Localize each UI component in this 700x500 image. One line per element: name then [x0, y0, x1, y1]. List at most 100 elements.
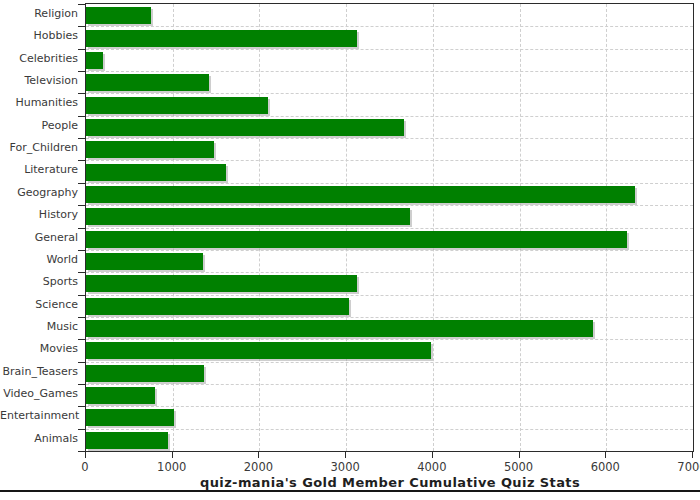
horizontal-gridline: [86, 406, 693, 407]
horizontal-gridline: [86, 362, 693, 363]
bar-video_games: [86, 387, 155, 404]
horizontal-gridline: [86, 26, 693, 27]
bar-science: [86, 298, 349, 315]
x-axis-tick: [172, 452, 173, 458]
quiz-stats-bar-chart: ReligionHobbiesCelebritiesTelevisionHuma…: [0, 0, 700, 500]
y-axis-tick: [78, 429, 85, 430]
bar-geography: [86, 186, 635, 203]
y-label-hobbies: Hobbies: [0, 25, 78, 47]
bar-religion: [86, 7, 151, 24]
y-axis-tick: [78, 339, 85, 340]
y-axis-tick: [78, 228, 85, 229]
horizontal-gridline: [86, 429, 693, 430]
y-axis-tick: [78, 160, 85, 161]
y-label-music: Music: [0, 316, 78, 338]
x-axis-tick: [519, 452, 520, 458]
bar-hobbies: [86, 30, 357, 47]
horizontal-gridline: [86, 71, 693, 72]
y-axis-tick: [78, 116, 85, 117]
y-label-animals: Animals: [0, 428, 78, 450]
horizontal-gridline: [86, 49, 693, 50]
horizontal-gridline: [86, 384, 693, 385]
y-axis-tick: [78, 138, 85, 139]
y-axis-tick: [78, 71, 85, 72]
y-axis-tick: [78, 205, 85, 206]
bottom-divider: [0, 490, 700, 492]
x-axis-tick: [85, 452, 86, 458]
y-label-video_games: Video_Games: [0, 383, 78, 405]
bar-sports: [86, 275, 357, 292]
x-label-2000: 2000: [244, 460, 273, 474]
y-label-brain_teasers: Brain_Teasers: [0, 361, 78, 383]
y-axis-tick: [78, 26, 85, 27]
bar-brain_teasers: [86, 365, 204, 382]
horizontal-gridline: [86, 228, 693, 229]
horizontal-gridline: [86, 272, 693, 273]
bar-entertainment: [86, 409, 174, 426]
bar-television: [86, 74, 209, 91]
y-axis-tick: [78, 384, 85, 385]
horizontal-gridline: [86, 183, 693, 184]
y-label-science: Science: [0, 294, 78, 316]
x-label-3000: 3000: [331, 460, 360, 474]
horizontal-gridline: [86, 317, 693, 318]
y-axis-tick: [78, 317, 85, 318]
bar-people: [86, 119, 404, 136]
horizontal-gridline: [86, 205, 693, 206]
bar-music: [86, 320, 593, 337]
x-axis-tick: [345, 452, 346, 458]
y-label-entertainment: Entertainment: [0, 405, 78, 427]
horizontal-gridline: [86, 116, 693, 117]
bar-history: [86, 208, 410, 225]
horizontal-gridline: [86, 160, 693, 161]
y-label-television: Television: [0, 70, 78, 92]
chart-title: quiz-mania's Gold Member Cumulative Quiz…: [200, 475, 580, 490]
y-label-movies: Movies: [0, 338, 78, 360]
bar-literature: [86, 164, 226, 181]
y-label-general: General: [0, 227, 78, 249]
x-label-5000: 5000: [504, 460, 533, 474]
y-label-world: World: [0, 249, 78, 271]
bar-general: [86, 231, 627, 248]
y-axis-tick: [78, 406, 85, 407]
x-label-0: 0: [81, 460, 88, 474]
plot-area: [85, 3, 694, 452]
y-label-sports: Sports: [0, 271, 78, 293]
y-label-humanities: Humanities: [0, 92, 78, 114]
y-label-history: History: [0, 204, 78, 226]
horizontal-gridline: [86, 295, 693, 296]
y-label-religion: Religion: [0, 3, 78, 25]
bar-for_children: [86, 141, 214, 158]
horizontal-gridline: [86, 339, 693, 340]
x-axis-tick: [605, 452, 606, 458]
y-label-people: People: [0, 115, 78, 137]
horizontal-gridline: [86, 93, 693, 94]
bar-world: [86, 253, 203, 270]
x-label-4000: 4000: [417, 460, 446, 474]
x-label-6000: 6000: [591, 460, 620, 474]
y-axis-tick: [78, 93, 85, 94]
y-label-literature: Literature: [0, 159, 78, 181]
y-axis-tick: [78, 183, 85, 184]
y-axis-tick: [78, 49, 85, 50]
horizontal-gridline: [86, 138, 693, 139]
x-label-1000: 1000: [157, 460, 186, 474]
horizontal-gridline: [86, 250, 693, 251]
x-axis-tick: [258, 452, 259, 458]
y-axis-tick: [78, 250, 85, 251]
x-label-7000: 7000: [677, 460, 700, 474]
bar-movies: [86, 342, 431, 359]
y-label-celebrities: Celebrities: [0, 48, 78, 70]
y-axis-tick: [78, 295, 85, 296]
y-label-geography: Geography: [0, 182, 78, 204]
bar-celebrities: [86, 52, 103, 69]
y-axis-tick: [78, 4, 85, 5]
bar-animals: [86, 432, 168, 449]
y-axis-tick: [78, 272, 85, 273]
y-axis-tick: [78, 362, 85, 363]
y-label-for_children: For_Children: [0, 137, 78, 159]
x-axis-tick: [432, 452, 433, 458]
bar-humanities: [86, 97, 268, 114]
y-axis-tick: [78, 451, 85, 452]
x-axis-tick: [692, 452, 693, 458]
